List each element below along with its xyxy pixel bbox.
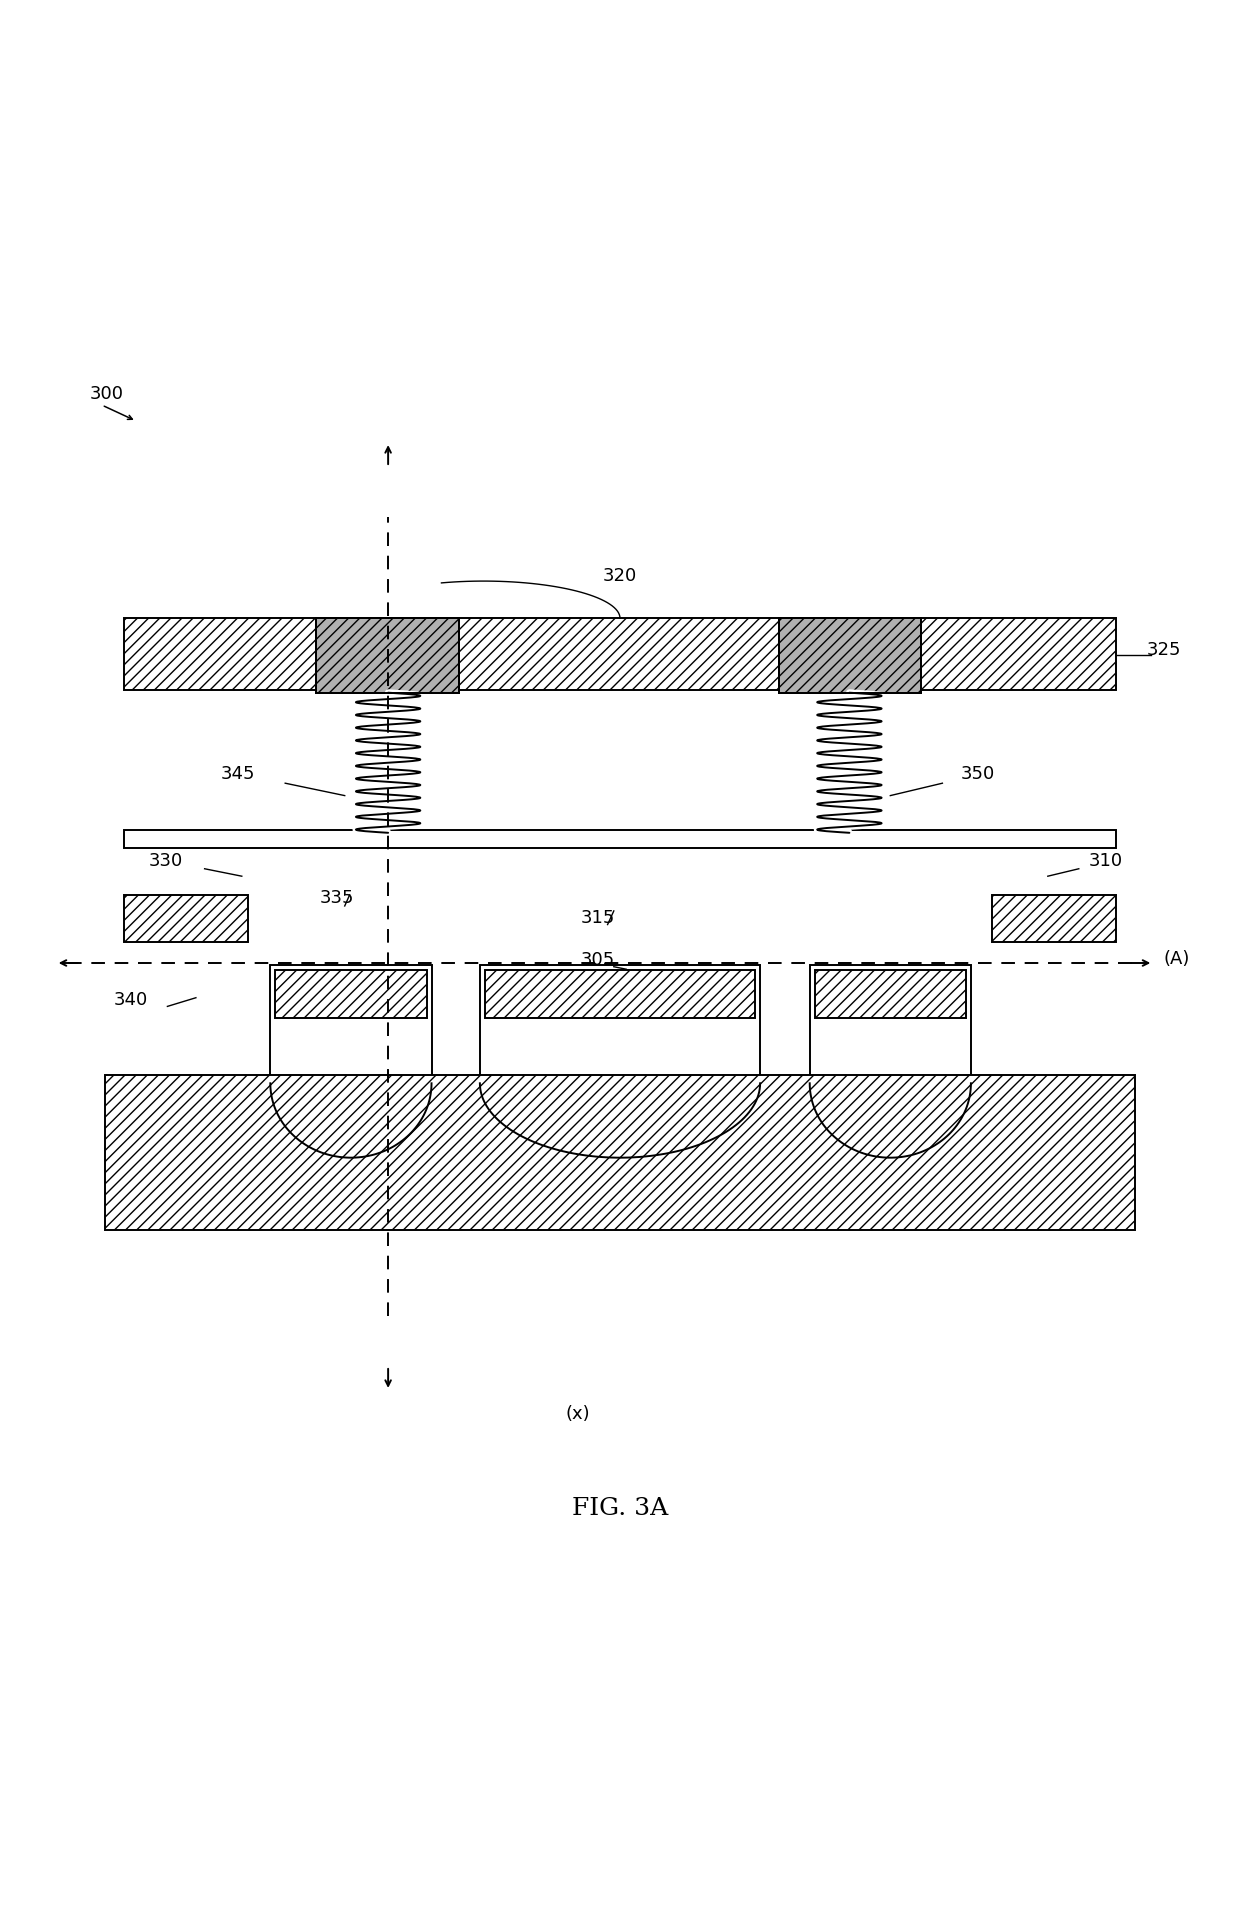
Text: 340: 340: [114, 992, 149, 1009]
Text: 310: 310: [1089, 853, 1123, 871]
Text: FIG. 3A: FIG. 3A: [572, 1497, 668, 1520]
Bar: [810, 965, 971, 1082]
Bar: [124, 618, 1116, 690]
Bar: [105, 1075, 1135, 1229]
Text: (A): (A): [1163, 950, 1189, 969]
Text: 320: 320: [603, 566, 637, 586]
Text: 300: 300: [89, 385, 123, 403]
Bar: [124, 830, 1116, 847]
Text: 335: 335: [320, 890, 355, 907]
Bar: [815, 971, 966, 1017]
Text: 325: 325: [1147, 641, 1182, 659]
Bar: [992, 896, 1116, 942]
Bar: [316, 618, 459, 693]
Text: 330: 330: [149, 853, 184, 871]
Text: 315: 315: [580, 909, 615, 926]
Bar: [485, 971, 755, 1017]
Bar: [270, 965, 432, 1082]
Bar: [779, 618, 921, 693]
Bar: [316, 618, 459, 693]
Bar: [779, 618, 921, 693]
Bar: [124, 896, 248, 942]
Text: 305: 305: [580, 951, 615, 969]
Bar: [480, 965, 760, 1082]
Bar: [275, 971, 427, 1017]
Text: 350: 350: [961, 765, 996, 784]
Text: (x): (x): [565, 1406, 590, 1423]
Text: 345: 345: [221, 765, 255, 784]
